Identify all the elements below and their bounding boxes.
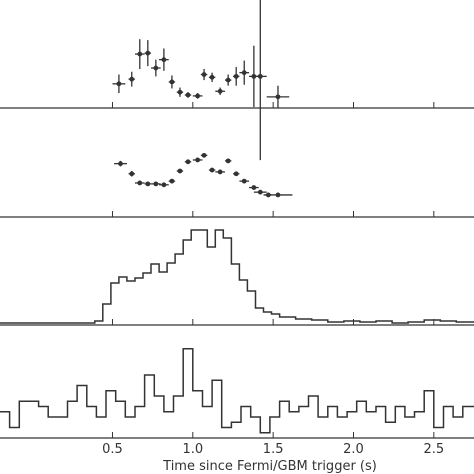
data-point [249,185,259,190]
point-marker [145,50,151,56]
panel-2 [0,152,474,218]
point-marker [257,73,263,79]
point-marker [241,70,247,76]
x-tick-label: 1.5 [263,442,284,457]
x-tick-label: 2.0 [343,442,364,457]
data-point [128,171,135,177]
point-marker [209,167,215,173]
point-marker [118,161,123,167]
point-marker [251,185,257,190]
data-point [239,60,250,85]
data-point [192,157,203,163]
point-marker [233,171,239,177]
data-point [224,74,232,86]
point-marker [225,77,231,83]
step-histogram-line [0,229,474,324]
point-marker [153,65,159,71]
data-point [224,158,232,164]
data-point [144,181,152,187]
x-axis-label: Time since Fermi/GBM trigger (s) [162,459,377,474]
point-marker [201,72,207,77]
data-point [208,72,216,82]
point-marker [233,73,239,79]
data-point [159,182,169,188]
data-point [208,167,216,173]
data-point [112,74,126,94]
data-point [168,75,176,89]
point-marker [195,93,201,99]
point-marker [185,159,191,165]
point-marker [217,169,223,175]
data-point [151,181,161,187]
data-point [128,71,135,87]
data-point [200,68,208,81]
data-point [184,92,192,98]
point-marker [225,158,231,164]
data-point [176,168,184,174]
point-marker [177,89,183,95]
point-marker [161,57,167,63]
point-marker [137,51,143,57]
data-point [239,178,250,184]
point-marker [145,181,151,187]
data-point [134,39,145,69]
point-marker [217,88,223,94]
point-marker [241,178,247,184]
data-point [168,178,176,184]
data-point [215,169,225,175]
panel-4 [0,348,474,439]
point-marker [169,178,175,184]
point-marker [129,76,135,82]
x-tick-label: 1.0 [182,442,203,457]
point-marker [129,171,135,177]
data-point [134,180,145,186]
x-axis-ticks: 0.5 1.0 1.5 2.0 2.5 [102,442,444,457]
panel-3 [0,229,474,326]
data-point [176,87,184,97]
point-marker [195,157,201,163]
data-point [184,159,192,165]
step-histogram-line [0,348,474,434]
data-point [192,93,203,99]
data-point [114,160,127,167]
panel-1 [0,0,474,161]
data-point [151,59,161,77]
point-marker [275,94,281,100]
data-point [253,189,267,195]
data-point [144,40,152,67]
point-marker [116,81,122,87]
x-tick-label: 0.5 [102,442,123,457]
data-point [232,67,240,86]
point-marker [275,192,281,198]
data-point [200,152,208,158]
point-marker [257,189,263,195]
point-marker [185,92,191,98]
data-point [232,171,240,177]
point-marker [137,180,143,186]
point-marker [161,182,167,188]
point-marker [201,152,207,158]
point-marker [153,181,159,187]
data-point [263,192,293,198]
x-tick-label: 2.5 [423,442,444,457]
data-point [266,85,290,108]
point-marker [169,79,175,85]
data-point [215,87,225,95]
data-point [253,0,267,161]
point-marker [209,74,215,80]
point-marker [177,168,183,174]
data-point [159,48,169,71]
chart-panels [0,0,474,439]
